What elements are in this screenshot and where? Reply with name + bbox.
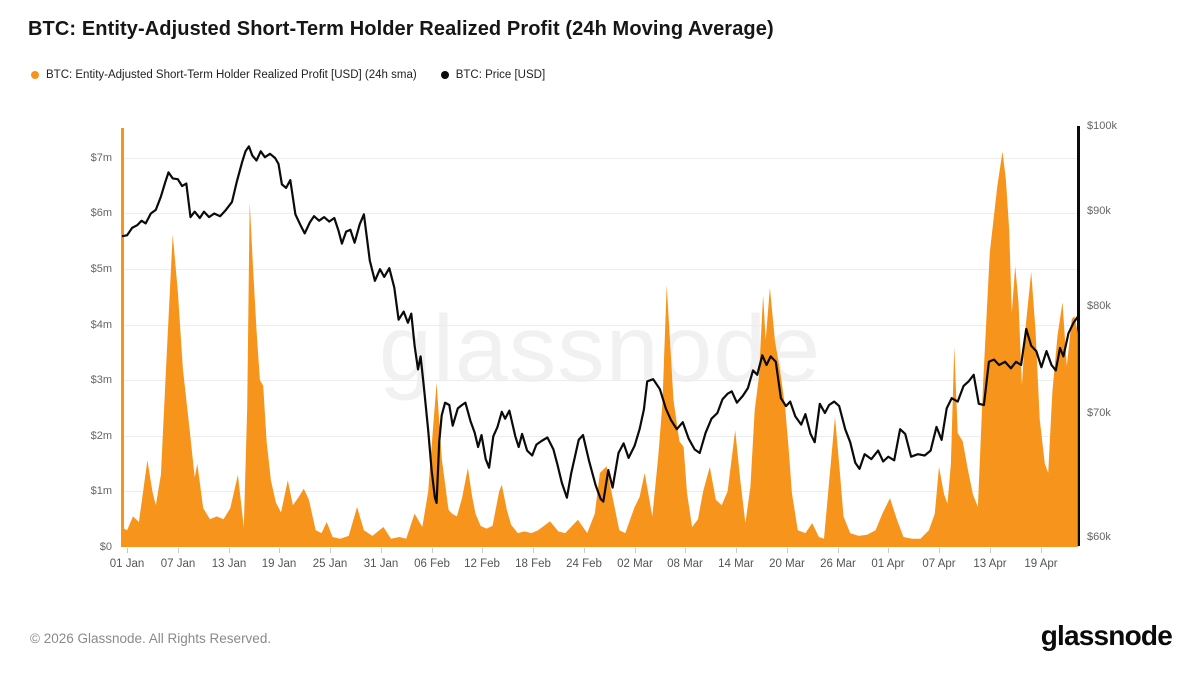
x-axis-label-26 Mar: 26 Mar: [820, 558, 856, 570]
legend-label-realized-profit: BTC: Entity-Adjusted Short-Term Holder R…: [46, 69, 417, 81]
x-tick-mark-07 Apr: [939, 548, 940, 553]
x-axis-label-25 Jan: 25 Jan: [312, 558, 348, 570]
x-tick-mark-20 Mar: [787, 548, 788, 553]
gridline-$6m: [122, 213, 1078, 214]
y-right-tick-$70k: $70k: [1087, 407, 1111, 419]
x-axis-label-06 Feb: 06 Feb: [414, 558, 450, 570]
x-axis-label-07 Apr: 07 Apr: [922, 558, 956, 570]
x-axis-label-20 Mar: 20 Mar: [769, 558, 805, 570]
x-axis-label-19 Apr: 19 Apr: [1024, 558, 1058, 570]
gridline-$4m: [122, 325, 1078, 326]
y-left-tick-$4m: $4m: [90, 319, 112, 331]
x-tick-mark-31 Jan: [381, 548, 382, 553]
black-dot-icon: [440, 71, 449, 79]
legend-label-price: BTC: Price [USD]: [455, 69, 546, 81]
x-axis-label-01 Apr: 01 Apr: [871, 558, 905, 570]
glassnode-logo: glassnode: [1040, 620, 1173, 651]
y-left-tick-$1m: $1m: [90, 485, 112, 497]
x-axis-label-18 Feb: 18 Feb: [515, 558, 551, 570]
footer-copyright: © 2026 Glassnode. All Rights Reserved.: [30, 631, 272, 646]
x-axis-label-24 Feb: 24 Feb: [566, 558, 602, 570]
gridline-$5m: [122, 269, 1078, 270]
x-axis-label-02 Mar: 02 Mar: [617, 558, 653, 570]
x-axis-label-12 Feb: 12 Feb: [464, 558, 500, 570]
legend-item-price[interactable]: BTC: Price [USD]: [440, 69, 546, 81]
page-title: BTC: Entity-Adjusted Short-Term Holder R…: [28, 18, 774, 40]
y-right-tick-$80k: $80k: [1087, 300, 1111, 312]
btc-price-line-series: [122, 145, 1078, 504]
y-left-tick-$5m: $5m: [90, 263, 112, 275]
x-tick-mark-19 Apr: [1041, 548, 1042, 553]
gridline-$7m: [122, 158, 1078, 159]
x-axis-label-31 Jan: 31 Jan: [363, 558, 399, 570]
x-axis-label-07 Jan: 07 Jan: [160, 558, 196, 570]
x-tick-mark-07 Jan: [178, 548, 179, 553]
left-axis-line: [121, 128, 124, 547]
gridline-$3m: [122, 380, 1078, 381]
orange-dot-icon: [31, 71, 39, 79]
chart-plot-area[interactable]: [122, 126, 1078, 547]
x-tick-mark-01 Apr: [888, 548, 889, 553]
x-tick-mark-14 Mar: [736, 548, 737, 553]
y-right-tick-$90k: $90k: [1087, 205, 1111, 217]
x-tick-mark-08 Mar: [685, 548, 686, 553]
x-tick-mark-24 Feb: [584, 548, 585, 553]
y-left-tick-$2m: $2m: [90, 430, 112, 442]
x-axis-label-01 Jan: 01 Jan: [109, 558, 145, 570]
y-left-tick-$7m: $7m: [90, 152, 112, 164]
x-tick-mark-26 Mar: [838, 548, 839, 553]
gridline-$2m: [122, 436, 1078, 437]
x-axis-label-13 Jan: 13 Jan: [211, 558, 247, 570]
legend-item-realized-profit[interactable]: BTC: Entity-Adjusted Short-Term Holder R…: [31, 69, 417, 81]
legend: BTC: Entity-Adjusted Short-Term Holder R…: [31, 69, 545, 81]
y-left-tick-$3m: $3m: [90, 374, 112, 386]
y-left-tick-$0: $0: [99, 541, 112, 553]
x-tick-mark-01 Jan: [127, 548, 128, 553]
realized-profit-area-series: [122, 151, 1078, 547]
y-right-tick-$60k: $60k: [1087, 531, 1111, 543]
x-tick-mark-06 Feb: [432, 548, 433, 553]
x-tick-mark-25 Jan: [330, 548, 331, 553]
x-tick-mark-18 Feb: [533, 548, 534, 553]
x-tick-mark-12 Feb: [482, 548, 483, 553]
x-tick-mark-13 Jan: [229, 548, 230, 553]
x-tick-mark-19 Jan: [279, 548, 280, 553]
y-right-tick-$100k: $100k: [1087, 120, 1117, 132]
x-axis-label-14 Mar: 14 Mar: [718, 558, 754, 570]
y-left-tick-$6m: $6m: [90, 207, 112, 219]
right-axis-line: [1077, 126, 1080, 546]
x-tick-mark-02 Mar: [635, 548, 636, 553]
x-tick-mark-13 Apr: [990, 548, 991, 553]
x-axis-label-08 Mar: 08 Mar: [667, 558, 703, 570]
x-axis-label-19 Jan: 19 Jan: [261, 558, 297, 570]
x-axis-label-13 Apr: 13 Apr: [973, 558, 1007, 570]
